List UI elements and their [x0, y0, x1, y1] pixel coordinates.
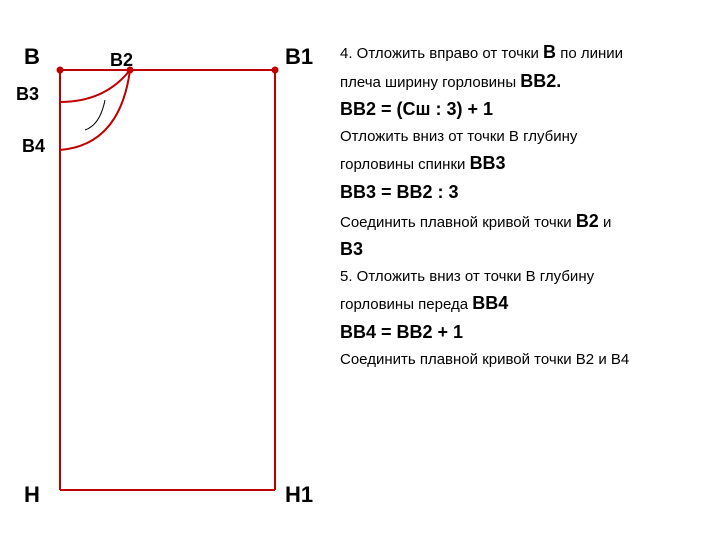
instruction-line: Соединить плавной кривой точки В2 и	[340, 209, 705, 234]
instructions-column: 4. Отложить вправо от точки В по линии пл…	[340, 40, 705, 374]
text-run: горловины спинки	[340, 156, 470, 173]
text-run: ВВ4	[472, 293, 508, 313]
text-run: плеча ширину горловины	[340, 74, 520, 91]
instruction-line: ВВ4 = ВВ2 + 1	[340, 320, 705, 345]
label-B3: В3	[16, 84, 39, 105]
label-H: Н	[24, 482, 40, 508]
instruction-line: ВВ3 = ВВ2 : 3	[340, 180, 705, 205]
dot-B1	[272, 67, 279, 74]
text-run: В3	[340, 239, 363, 259]
text-run: ВВ3 = ВВ2 : 3	[340, 182, 459, 202]
text-run: ВВ2 = (Сш : 3) + 1	[340, 99, 493, 119]
text-run: ВВ4 = ВВ2 + 1	[340, 322, 463, 342]
instruction-line: горловины переда ВВ4	[340, 291, 705, 316]
label-B4: В4	[22, 136, 45, 157]
instruction-line: Отложить вниз от точки В глубину	[340, 126, 705, 148]
label-B2: В2	[110, 50, 133, 71]
text-run: 4. Отложить вправо от точки	[340, 45, 543, 62]
curve-2	[85, 100, 105, 130]
label-H1: Н1	[285, 482, 313, 508]
instruction-line: 5. Отложить вниз от точки В глубину	[340, 266, 705, 288]
text-run: и	[599, 214, 612, 231]
text-run: ВВ2.	[520, 71, 561, 91]
text-run: Соединить плавной кривой точки	[340, 214, 576, 231]
text-run: по линии	[556, 45, 623, 62]
text-run: ВВ3	[470, 153, 506, 173]
instruction-line: горловины спинки ВВ3	[340, 151, 705, 176]
text-run: Отложить вниз от точки В глубину	[340, 128, 577, 145]
instruction-line: 4. Отложить вправо от точки В по линии	[340, 40, 705, 65]
instruction-line: плеча ширину горловины ВВ2.	[340, 69, 705, 94]
text-run: Соединить плавной кривой точки В2 и В4	[340, 351, 629, 368]
text-run: 5. Отложить вниз от точки В глубину	[340, 268, 594, 285]
instruction-line: ВВ2 = (Сш : 3) + 1	[340, 97, 705, 122]
label-B1: В1	[285, 44, 313, 70]
label-B: В	[24, 44, 40, 70]
curve-0	[60, 70, 130, 102]
text-run: В2	[576, 211, 599, 231]
instruction-line: Соединить плавной кривой точки В2 и В4	[340, 349, 705, 371]
dot-B	[57, 67, 64, 74]
instruction-line: В3	[340, 237, 705, 262]
text-run: В	[543, 42, 556, 62]
text-run: горловины переда	[340, 296, 472, 313]
